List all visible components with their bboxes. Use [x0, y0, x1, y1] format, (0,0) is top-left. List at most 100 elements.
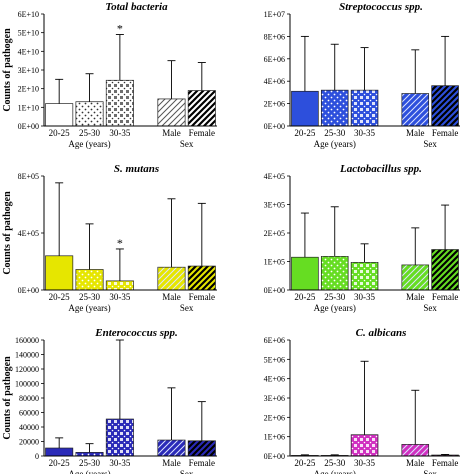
bar-25-30: [320, 256, 349, 291]
x-tick-label: Female: [432, 458, 459, 468]
y-tick-label: 1E+07: [264, 10, 285, 19]
x-tick-label: 20-25: [294, 458, 315, 468]
y-axis-label: Counts of pathogen: [2, 356, 13, 440]
y-tick-label: 4E+06: [264, 77, 285, 86]
x-tick-label: Male: [406, 292, 425, 302]
bar-Male: [157, 266, 186, 291]
y-tick-label: 0E+00: [264, 286, 285, 295]
x-tick-label: Male: [162, 458, 181, 468]
y-axis-label: Counts of pathogen: [2, 28, 13, 112]
group-label-age: Age (years): [68, 303, 110, 313]
bar-30-35: [105, 418, 134, 457]
bar-30-35: [350, 262, 379, 291]
bar-25-30: [75, 452, 104, 457]
chart-title: Total bacteria: [105, 1, 168, 13]
bar-25-30: [75, 101, 104, 127]
significance-star: *: [117, 236, 123, 250]
y-tick-label: 0: [35, 452, 39, 461]
x-tick-label: Male: [406, 458, 425, 468]
x-tick-label: 25-30: [79, 458, 100, 468]
y-tick-label: 8E+05: [18, 172, 39, 181]
y-tick-label: 8E+06: [264, 32, 285, 41]
bar-30-35: [105, 280, 134, 291]
x-tick-label: Female: [432, 128, 459, 138]
group-label-age: Age (years): [68, 139, 110, 149]
chart-panel-2: Streptococcus spp. 0E+00 2E+06 4E+06 6E+06 8E…: [264, 1, 460, 149]
chart-title: C. albicans: [356, 327, 407, 339]
x-tick-label: Female: [432, 292, 459, 302]
y-tick-label: 160000: [15, 336, 39, 345]
bar-20-25: [291, 90, 319, 127]
x-tick-label: 30-35: [109, 292, 130, 302]
x-tick-label: 25-30: [324, 458, 345, 468]
y-tick-label: 100000: [15, 380, 39, 389]
chart-panel-1: Total bacteria Counts of pathogen 0E+00 1E+…: [2, 1, 217, 149]
y-tick-label: 3E+06: [264, 394, 285, 403]
group-label-sex: Sex: [180, 139, 194, 149]
y-tick-label: 6E+06: [264, 55, 285, 64]
y-tick-label: 6E+06: [264, 336, 285, 345]
y-tick-label: 2E+10: [18, 85, 39, 94]
bar-30-35: [350, 89, 379, 127]
y-tick-label: 4E+06: [264, 375, 285, 384]
group-label-age: Age (years): [68, 469, 110, 474]
x-tick-label: Male: [162, 292, 181, 302]
x-tick-label: Female: [189, 128, 216, 138]
chart-panel-4: Lactobacillus spp. 0E+00 1E+05 2E+05 3E+05 4E…: [264, 163, 460, 313]
y-tick-label: 2E+06: [264, 100, 285, 109]
chart-panel-3: S. mutans Counts of pathogen 0E+00 4E+05 8E+…: [2, 163, 217, 313]
y-tick-label: 120000: [15, 365, 39, 374]
bar-20-25: [291, 256, 319, 291]
y-tick-label: 40000: [19, 423, 39, 432]
y-tick-label: 1E+10: [18, 103, 39, 112]
x-tick-label: 25-30: [79, 292, 100, 302]
y-tick-label: 3E+10: [18, 66, 39, 75]
x-tick-label: 20-25: [294, 128, 315, 138]
group-label-age: Age (years): [314, 469, 356, 474]
x-tick-label: Female: [189, 458, 216, 468]
x-tick-label: 20-25: [49, 458, 70, 468]
group-label-sex: Sex: [423, 469, 437, 474]
y-tick-label: 6E+10: [18, 10, 39, 19]
group-label-sex: Sex: [423, 139, 437, 149]
bar-20-25: [45, 103, 74, 127]
bar-Female: [187, 90, 216, 127]
y-tick-label: 4E+05: [264, 172, 285, 181]
bar-30-35: [105, 79, 134, 127]
bar-30-35: [350, 434, 379, 457]
bar-Male: [157, 98, 186, 127]
y-tick-label: 4E+05: [18, 229, 39, 238]
y-tick-label: 1E+06: [264, 433, 285, 442]
x-tick-label: 30-35: [354, 128, 375, 138]
chart-panel-5: Enterococcus spp. Counts of pathogen 0 2000…: [2, 327, 217, 474]
group-label-age: Age (years): [314, 303, 356, 313]
y-tick-label: 20000: [19, 438, 39, 447]
x-tick-label: Male: [162, 128, 181, 138]
x-tick-label: 20-25: [49, 128, 70, 138]
group-label-age: Age (years): [314, 139, 356, 149]
y-tick-label: 3E+05: [264, 201, 285, 210]
bar-Female: [431, 85, 459, 127]
bar-Male: [401, 264, 430, 291]
x-tick-label: 30-35: [354, 292, 375, 302]
group-label-sex: Sex: [423, 303, 437, 313]
bar-25-30: [320, 89, 349, 127]
y-tick-label: 0E+00: [18, 286, 39, 295]
y-tick-label: 2E+05: [264, 229, 285, 238]
x-tick-label: 30-35: [109, 128, 130, 138]
x-tick-label: 30-35: [109, 458, 130, 468]
x-tick-label: 30-35: [354, 458, 375, 468]
y-tick-label: 0E+00: [264, 452, 285, 461]
y-tick-label: 2E+06: [264, 413, 285, 422]
y-axis-label: Counts of pathogen: [2, 191, 13, 275]
bar-Male: [157, 439, 186, 457]
chart-title: Enterococcus spp.: [94, 327, 178, 339]
x-tick-label: Male: [406, 128, 425, 138]
x-tick-label: 20-25: [49, 292, 70, 302]
bar-20-25: [45, 255, 74, 291]
chart-title: Streptococcus spp.: [339, 1, 423, 13]
y-tick-label: 5E+10: [18, 29, 39, 38]
bar-Male: [401, 444, 430, 457]
bar-Male: [401, 93, 430, 127]
